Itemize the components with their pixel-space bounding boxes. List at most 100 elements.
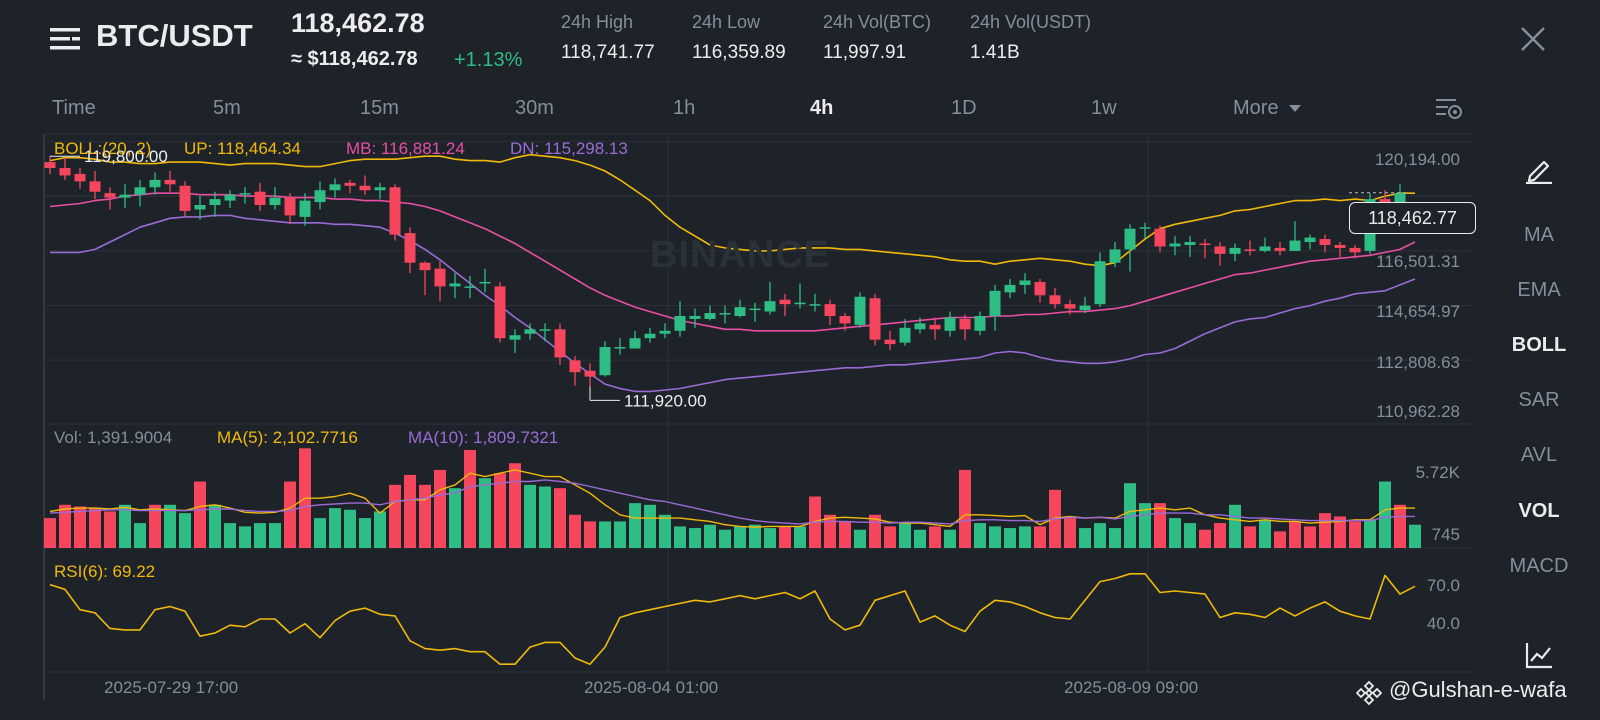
- stat-24h-low-label: 24h Low: [692, 12, 761, 32]
- volume-bar: [674, 526, 686, 548]
- tab-1w[interactable]: 1w: [1091, 97, 1117, 119]
- volume-bar: [224, 523, 236, 548]
- volume-bar: [854, 529, 866, 548]
- draw-pencil-icon[interactable]: [1524, 154, 1554, 184]
- volume-bar: [599, 521, 611, 548]
- candle-body: [149, 179, 161, 188]
- candle-body: [1079, 305, 1091, 311]
- indicator-sar[interactable]: SAR: [1518, 389, 1560, 411]
- stat-24h-high-value: 118,741.77: [561, 42, 655, 63]
- chart-settings-icon[interactable]: [1434, 96, 1464, 122]
- credit-text: @Gulshan-e-wafa: [1389, 677, 1567, 702]
- vol-legend: Vol: 1,391.9004: [54, 428, 173, 447]
- indicator-vol[interactable]: VOL: [1518, 500, 1560, 522]
- volume-bar: [1244, 526, 1256, 548]
- candle-body: [194, 205, 206, 210]
- candle-body: [104, 193, 116, 198]
- volume-bar: [1169, 518, 1181, 548]
- stat-24h-vol-btc-label: 24h Vol(BTC): [823, 12, 932, 32]
- price-axis-label: 116,501.31: [1376, 252, 1460, 271]
- candle-body: [1154, 228, 1166, 247]
- volume-bar: [1154, 503, 1166, 548]
- close-icon[interactable]: [1518, 24, 1548, 54]
- boll-legend-dn: DN: 115,298.13: [510, 139, 628, 158]
- price-axis-label: 120,194.00: [1374, 150, 1460, 169]
- tab-15m[interactable]: 15m: [360, 97, 399, 119]
- volume-axis-label: 745: [1431, 525, 1460, 544]
- tab-1d[interactable]: 1D: [951, 97, 977, 119]
- rsi-legend: RSI(6): 69.22: [54, 562, 156, 581]
- boll-up-line: [49, 153, 1415, 267]
- volume-ma10-line: [49, 479, 1415, 525]
- volume-bar: [254, 523, 266, 548]
- tab-1h[interactable]: 1h: [673, 97, 696, 119]
- candle-body: [539, 329, 551, 331]
- candle-body: [554, 329, 566, 358]
- candle-body: [629, 338, 641, 349]
- rsi-axis-label: 40.0: [1426, 614, 1460, 633]
- volume-bar: [689, 528, 701, 548]
- volume-bar: [794, 526, 806, 548]
- candle-body: [1139, 227, 1151, 229]
- candle-body: [89, 181, 101, 192]
- pair-title[interactable]: BTC/USDT: [96, 18, 253, 53]
- volume-bar: [824, 514, 836, 548]
- chart-line-icon[interactable]: [1524, 640, 1554, 670]
- volume-bar: [569, 514, 581, 548]
- volume-bar: [1094, 523, 1106, 548]
- volume-bar: [914, 529, 926, 548]
- indicator-ma[interactable]: MA: [1524, 224, 1554, 246]
- volume-bar: [1109, 528, 1121, 548]
- candle-body: [914, 323, 926, 330]
- indicator-boll[interactable]: BOLL: [1511, 334, 1567, 356]
- vol-legend-ma5: MA(5): 2,102.7716: [217, 428, 358, 447]
- candle-body: [329, 184, 341, 191]
- indicator-avl[interactable]: AVL: [1520, 444, 1558, 466]
- candle-body: [569, 360, 581, 373]
- tab-30m[interactable]: 30m: [515, 97, 554, 119]
- price-change: +1.13%: [454, 49, 523, 71]
- volume-bar: [1379, 481, 1391, 548]
- tab-time[interactable]: Time: [52, 97, 96, 119]
- boll-legend-title: BOLL:(20, 2): [54, 139, 152, 158]
- volume-bar: [1304, 526, 1316, 548]
- candle-body: [1184, 242, 1196, 245]
- volume-bar: [119, 504, 131, 548]
- boll-dn-line: [50, 214, 1416, 393]
- candle-body: [719, 313, 731, 315]
- candle-body: [659, 330, 671, 334]
- candle-body: [1064, 304, 1076, 309]
- candle-body: [404, 233, 416, 263]
- volume-bar: [554, 488, 566, 548]
- candle-body: [929, 324, 941, 330]
- volume-bar: [179, 513, 191, 548]
- menu-icon[interactable]: [50, 26, 80, 52]
- candle-body: [1334, 244, 1346, 248]
- indicator-macd[interactable]: MACD: [1509, 555, 1569, 577]
- volume-bar: [419, 484, 431, 548]
- volume-bar: [1019, 526, 1031, 548]
- candle-body: [779, 299, 791, 305]
- volume-bar: [1124, 483, 1136, 548]
- tab-4h[interactable]: 4h: [810, 97, 834, 119]
- candle-body: [344, 182, 356, 186]
- indicator-ema[interactable]: EMA: [1517, 279, 1561, 301]
- candle-body: [1229, 247, 1241, 254]
- candle-body: [689, 315, 701, 319]
- tab-5m[interactable]: 5m: [213, 97, 241, 119]
- candle-body: [299, 200, 311, 217]
- volume-ma5-line: [49, 469, 1415, 528]
- volume-bar: [989, 526, 1001, 548]
- volume-bar: [434, 469, 446, 548]
- volume-bar: [239, 526, 251, 548]
- candle-body: [524, 329, 536, 334]
- candle-body: [1109, 249, 1121, 263]
- tab-more[interactable]: More: [1233, 97, 1302, 120]
- volume-bar: [404, 474, 416, 548]
- time-axis-label: 2025-08-09 09:00: [1064, 678, 1199, 697]
- candle-body: [839, 315, 851, 324]
- volume-bar: [659, 514, 671, 548]
- volume-bar: [314, 518, 326, 548]
- candle-body: [269, 197, 281, 206]
